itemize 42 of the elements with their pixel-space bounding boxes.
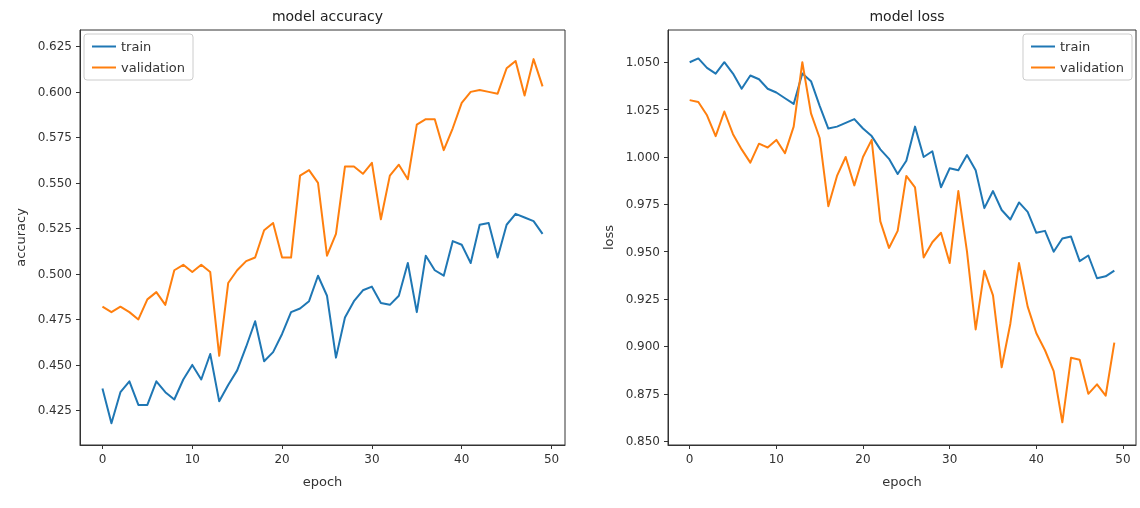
x-tick-label: 10 [184,452,200,466]
y-tick-label: 0.600 [37,84,72,99]
x-tick-label: 30 [364,452,380,466]
y-tick-label: 1.050 [625,55,660,70]
y-tick-label: 0.450 [37,357,72,372]
x-tick-label: 0 [685,452,694,466]
x-tick-label: 20 [855,452,871,466]
x-tick-label: 30 [942,452,958,466]
x-tick-label: 50 [543,452,560,466]
line-series [101,212,544,425]
y-tick-label: 0.575 [37,130,72,145]
y-axis-title: accuracy [12,207,28,267]
x-tick-label: 50 [1115,452,1131,466]
chart-title: model loss [869,8,945,24]
y-tick-label: 0.950 [625,244,660,259]
x-axis-title: epoch [882,474,922,489]
y-tick-label: 0.500 [37,266,72,281]
y-tick-label: 0.875 [625,386,660,401]
x-tick-label: 10 [768,452,784,466]
legend-label: validation [121,60,186,75]
y-tick-label: 0.925 [625,292,660,307]
y-tick-label: 0.850 [625,434,660,449]
chart-title: model accuracy [271,8,384,24]
x-tick-label: 20 [274,452,290,466]
line-series [101,58,544,357]
y-tick-label: 0.550 [37,175,72,190]
y-tick-label: 0.625 [37,39,72,54]
y-axis-title: loss [600,224,616,251]
y-tick-label: 0.425 [37,403,72,418]
x-tick-label: 40 [454,452,470,466]
x-axis-title: epoch [302,474,343,489]
legend-label: validation [1060,60,1125,75]
x-tick-label: 0 [98,452,107,466]
y-tick-label: 0.975 [625,197,660,212]
legend-label: train [1060,39,1091,54]
y-tick-label: 0.525 [37,221,72,236]
y-tick-label: 1.025 [625,102,660,117]
y-tick-label: 1.000 [625,149,660,164]
y-tick-label: 0.475 [37,312,72,327]
x-tick-label: 40 [1028,452,1044,466]
y-tick-label: 0.900 [625,339,660,354]
legend-label: train [121,39,152,54]
